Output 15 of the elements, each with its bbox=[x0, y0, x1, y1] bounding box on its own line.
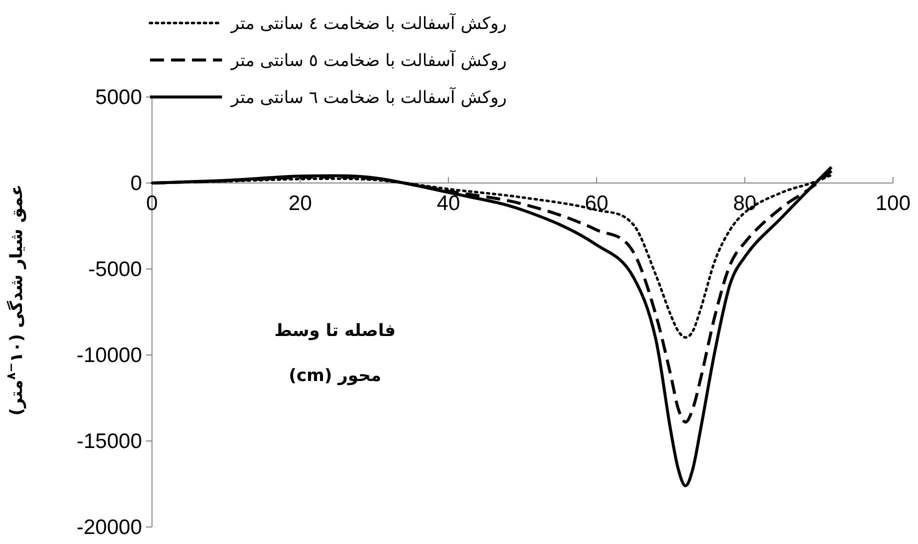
y-tick-label: 5000 bbox=[95, 86, 142, 109]
x-tick-label: 80 bbox=[733, 192, 756, 215]
y-tick-label: -20000 bbox=[76, 516, 142, 539]
y-tick-label: -15000 bbox=[76, 430, 142, 453]
x-tick-label: 20 bbox=[288, 192, 312, 215]
y-tick-label: -10000 bbox=[76, 344, 142, 367]
x-tick-label: 100 bbox=[875, 192, 911, 215]
legend-label: روکش آسفالت با ضخامت ٦ سانتی متر bbox=[230, 87, 507, 108]
x-tick-label: 0 bbox=[146, 192, 158, 215]
y-tick-label: 0 bbox=[130, 172, 142, 195]
text: فاصله تا وسط محور (cm) bbox=[274, 321, 396, 386]
legend-label: روکش آسفالت با ضخامت ٤ سانتی متر bbox=[230, 13, 507, 34]
x-tick-label: 40 bbox=[436, 192, 460, 215]
y-tick-label: -5000 bbox=[88, 258, 142, 281]
legend-label: روکش آسفالت با ضخامت ٥ سانتی متر bbox=[230, 50, 507, 71]
